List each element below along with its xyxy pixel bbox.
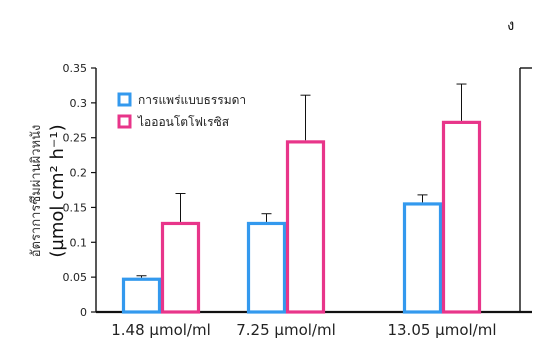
y-axis-title: อัตราการซึมผ่านผิวหนัง (µmol cm² h⁻¹) [29,124,68,257]
y-tick-label: 0.35 [63,62,88,75]
x-tick-label: 13.05 µmol/ml [387,321,496,339]
y-axis-title-unit: (µmol cm² h⁻¹) [47,124,68,257]
corner-mark: ง [507,16,514,34]
x-tick-label: 1.48 µmol/ml [111,321,211,339]
x-tick-label: 7.25 µmol/ml [236,321,336,339]
x-axis-labels: 1.48 µmol/ml 7.25 µmol/ml 13.05 µmol/ml [111,321,496,339]
y-tick-label: 0.1 [70,236,88,249]
bars [121,83,482,314]
bar [285,140,326,314]
y-tick-label: 0.15 [63,201,88,214]
y-tick-label: 0 [80,306,87,319]
legend-label: ไอออนโตโฟเรซิส [137,115,230,129]
y-tick-label: 0.25 [63,132,88,145]
y-axis-title-thai: อัตราการซึมผ่านผิวหนัง [29,125,44,258]
bar [441,120,482,314]
legend-swatch [117,92,132,107]
y-tick-label: 0.3 [70,97,88,110]
bar [121,277,162,314]
y-tick-label: 0.2 [70,167,88,180]
legend-label: การแพร่แบบธรรมดา [138,93,246,107]
bar [246,221,287,314]
y-axis-ticks: 0 0.05 0.1 0.15 0.2 0.25 0.3 0.35 [63,62,96,319]
bar [160,221,201,314]
bar [402,202,443,314]
y-tick-label: 0.05 [63,271,88,284]
legend-swatch [117,114,132,129]
